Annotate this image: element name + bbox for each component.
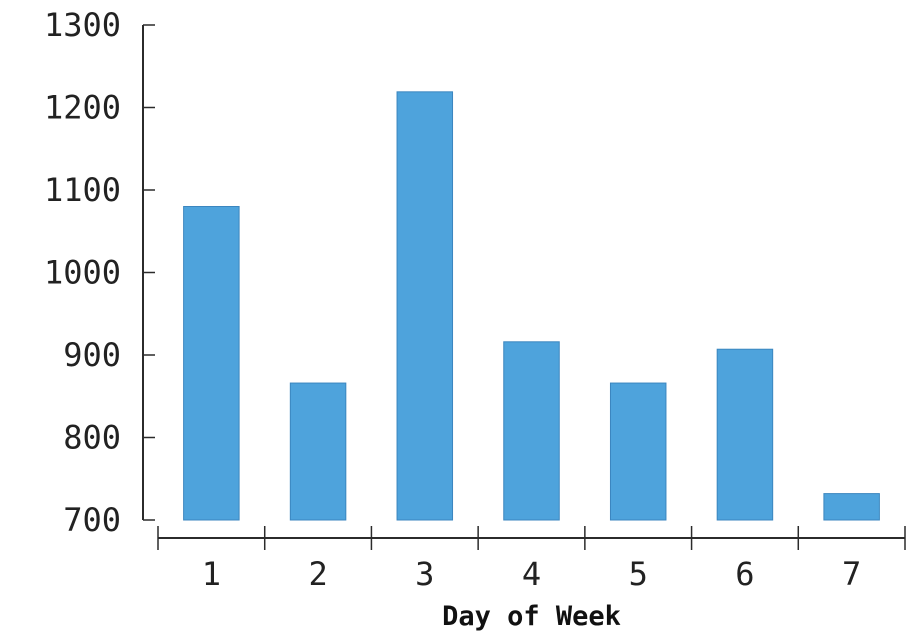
bars-group: [183, 91, 880, 521]
y-tick-label: 1200: [44, 89, 121, 127]
x-tick-label: 3: [415, 555, 434, 593]
bar-day-6: [716, 348, 774, 521]
x-tick-label: 2: [308, 555, 327, 593]
y-ticks-group: 700 800 900 1000 1100 1200 1300: [44, 6, 155, 539]
y-tick-label: 1300: [44, 6, 121, 44]
x-tick-label: 4: [522, 555, 541, 593]
y-tick-label: 700: [63, 501, 121, 539]
x-ticks-group: 1 2 3 4 5 6 7: [157, 526, 906, 593]
bar-day-3: [396, 91, 454, 521]
y-tick-label: 900: [63, 336, 121, 374]
bar-day-2: [289, 382, 347, 521]
bar-day-4: [503, 341, 560, 521]
y-tick-label: 1000: [44, 254, 121, 292]
x-tick-label: 1: [202, 555, 221, 593]
x-tick-label: 5: [629, 555, 648, 593]
x-tick-label: 7: [842, 555, 861, 593]
y-tick-label: 1100: [44, 171, 121, 209]
x-tick-label: 6: [735, 555, 754, 593]
bar-day-7: [823, 493, 880, 521]
x-axis-title: Day of Week: [442, 601, 621, 632]
bar-day-5: [609, 382, 667, 521]
bar-day-1: [183, 206, 240, 521]
y-tick-label: 800: [63, 419, 121, 457]
